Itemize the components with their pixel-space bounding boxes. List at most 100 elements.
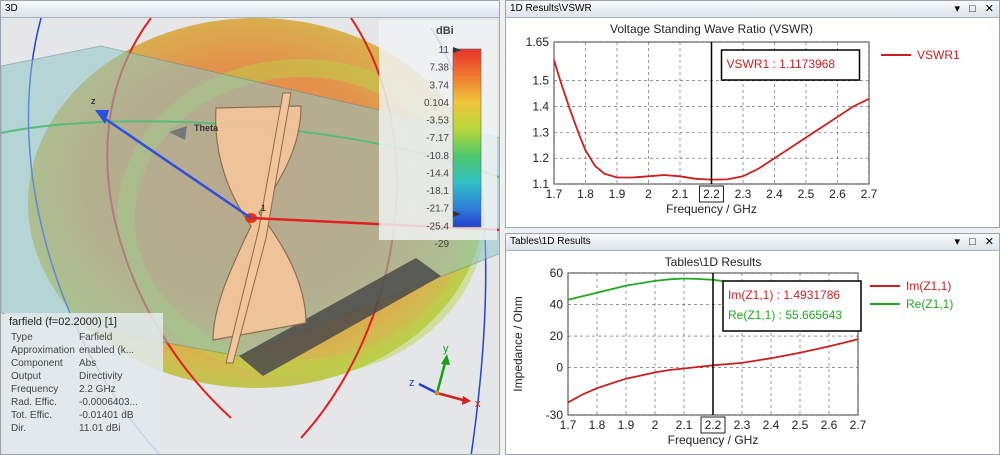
theta-label: Theta bbox=[194, 123, 219, 133]
x-tick-label: 2.7 bbox=[850, 418, 867, 432]
annotation-box bbox=[720, 49, 861, 81]
x-tick-label: 2.5 bbox=[792, 418, 809, 432]
x-tick-label: 2.5 bbox=[798, 187, 815, 201]
x-tick-label: 1.9 bbox=[618, 418, 635, 432]
vswr-pane-title: 1D Results\VSWR ▾ □ ✕ bbox=[506, 1, 999, 18]
triad-z-label: z bbox=[409, 377, 415, 389]
info-key: Type bbox=[11, 332, 33, 343]
series-line-0 bbox=[567, 338, 859, 404]
x-tick-label: 2.3 bbox=[734, 418, 751, 432]
vswr-chart[interactable]: Voltage Standing Wave Ratio (VSWR) 1.7 1.8… bbox=[506, 18, 999, 228]
y-axis-label: Impedance / Ohm bbox=[511, 296, 525, 391]
z-axis-label: z bbox=[91, 96, 96, 106]
x-tick-label: 2.3 bbox=[735, 187, 752, 201]
info-key: Tot. Effic. bbox=[11, 410, 52, 421]
impedance-window-controls[interactable]: ▾ □ ✕ bbox=[954, 236, 997, 248]
impedance-pane[interactable]: Tables\1D Results ▾ □ ✕ Tables\1D Result… bbox=[505, 233, 1000, 455]
colorbar-tick-label: -29 bbox=[435, 239, 450, 250]
annotation-box bbox=[722, 280, 862, 332]
info-value: 11.01 dBi bbox=[79, 423, 121, 434]
y-tick-label: 1.65 bbox=[526, 35, 550, 49]
colorbar-tick-label: 0.104 bbox=[424, 98, 449, 109]
x-tick-label: 2.1 bbox=[672, 187, 689, 201]
impedance-pane-title-text: Tables\1D Results bbox=[510, 236, 591, 247]
chart-title: Tables\1D Results bbox=[665, 255, 762, 269]
vswr-window-controls[interactable]: ▾ □ ✕ bbox=[954, 3, 997, 15]
info-key: Dir. bbox=[11, 423, 26, 434]
y-tick-label: -30 bbox=[546, 408, 564, 422]
colorbar-top-marker bbox=[453, 47, 461, 53]
info-key: Output bbox=[11, 371, 42, 382]
colorbar-tick-label: 7.38 bbox=[430, 63, 450, 74]
annotation-text: Re(Z1,1) : 55.665643 bbox=[728, 308, 842, 322]
legend-label: Im(Z1,1) bbox=[906, 279, 951, 293]
colorbar-legend: dBi 11 7.38 3.74 0.104 -3.53 -7.17 -10.8 -14.4 -… bbox=[379, 20, 497, 250]
info-row: Type Farfield bbox=[5, 331, 163, 344]
axis-triad: x y z bbox=[409, 343, 481, 410]
info-key: Approximation bbox=[11, 345, 75, 356]
triad-x-label: x bbox=[475, 398, 481, 410]
colorbar-tick-label: -18.1 bbox=[426, 186, 449, 197]
info-value: -0.0006403... bbox=[79, 397, 138, 408]
x-tick-label: 1.7 bbox=[560, 418, 577, 432]
x-tick-label: 1.9 bbox=[609, 187, 626, 201]
x-axis-label: Frequency / GHz bbox=[668, 433, 759, 447]
3d-scene[interactable]: 1 z Theta dBi 11 7.38 3.74 0.104 -3.53 -7.17 -… bbox=[1, 18, 500, 455]
3d-view-pane[interactable]: 3D bbox=[0, 0, 500, 455]
colorbar-bottom-marker bbox=[453, 211, 461, 217]
y-tick-label: 1.1 bbox=[532, 177, 549, 191]
info-row: Approximation enabled (k... bbox=[5, 344, 163, 357]
triad-x-line bbox=[436, 391, 464, 402]
3d-pane-title: 3D bbox=[1, 1, 499, 18]
y-tick-label: 1.4 bbox=[532, 100, 549, 114]
y-tick-label: 20 bbox=[550, 329, 564, 343]
z-axis-line bbox=[100, 114, 252, 220]
colorbar-tick-label: -3.53 bbox=[426, 116, 449, 127]
legend-label: Re(Z1,1) bbox=[906, 297, 953, 311]
port-label: 1 bbox=[261, 203, 266, 213]
colorbar-tick-label: -21.7 bbox=[426, 204, 449, 215]
series-line-0 bbox=[553, 59, 870, 181]
colorbar-gradient bbox=[452, 48, 482, 228]
y-tick-label: 1.2 bbox=[532, 151, 549, 165]
x-axis-label: Frequency / GHz bbox=[666, 202, 757, 216]
marker-x-box bbox=[700, 416, 726, 434]
info-key: Frequency bbox=[11, 384, 59, 395]
triad-y-arrow bbox=[441, 354, 450, 365]
impedance-chart[interactable]: Tables\1D Results 1.7 1.8 1.9 2 2.1 2.2 2.3 2.4 2… bbox=[506, 251, 999, 455]
info-value: enabled (k... bbox=[79, 345, 135, 356]
x-tick-label: 2.2 bbox=[705, 418, 722, 432]
x-tick-label: 2.4 bbox=[766, 187, 783, 201]
impedance-pane-title: Tables\1D Results ▾ □ ✕ bbox=[506, 234, 999, 251]
farfield-info-panel: farfield (f=02.2000) [1] Type Farfield App… bbox=[5, 313, 163, 454]
theta-arrow bbox=[169, 126, 187, 140]
info-value: 2.2 GHz bbox=[79, 384, 116, 395]
substrate-edge bbox=[239, 258, 441, 376]
colorbar-tick-label: -14.4 bbox=[426, 168, 449, 179]
z-axis-arrow bbox=[95, 110, 109, 124]
y-tick-label: 60 bbox=[550, 266, 564, 280]
x-tick-label: 2.1 bbox=[676, 418, 693, 432]
legend-label: VSWR1 bbox=[917, 48, 960, 62]
info-value: -0.01401 dB bbox=[79, 410, 134, 421]
y-tick-label: 0 bbox=[556, 361, 563, 375]
x-tick-label: 1.7 bbox=[546, 187, 563, 201]
vswr-pane-title-text: 1D Results\VSWR bbox=[510, 3, 592, 14]
x-tick-label: 2.6 bbox=[821, 418, 838, 432]
info-row: Rad. Effic. -0.0006403... bbox=[5, 396, 163, 409]
colorbar-unit: dBi bbox=[436, 25, 454, 37]
farfield-info-rows: Type Farfield Approximation enabled (k... Co… bbox=[5, 331, 163, 435]
y-tick-label: 1.3 bbox=[532, 125, 549, 139]
vswr-pane[interactable]: 1D Results\VSWR ▾ □ ✕ Voltage Standing W… bbox=[505, 0, 1000, 228]
x-tick-label: 1.8 bbox=[577, 187, 594, 201]
info-value: Abs bbox=[79, 358, 97, 369]
colorbar-tick-label: -7.17 bbox=[426, 133, 449, 144]
colorbar-tick-label: -10.8 bbox=[426, 151, 449, 162]
triad-y-label: y bbox=[443, 343, 449, 355]
info-row: Component Abs bbox=[5, 357, 163, 370]
triad-y-line bbox=[435, 362, 447, 394]
3d-pane-title-text: 3D bbox=[5, 3, 18, 14]
info-key: Rad. Effic. bbox=[11, 397, 57, 408]
triad-x-arrow bbox=[462, 396, 471, 405]
x-tick-label: 2 bbox=[645, 187, 652, 201]
